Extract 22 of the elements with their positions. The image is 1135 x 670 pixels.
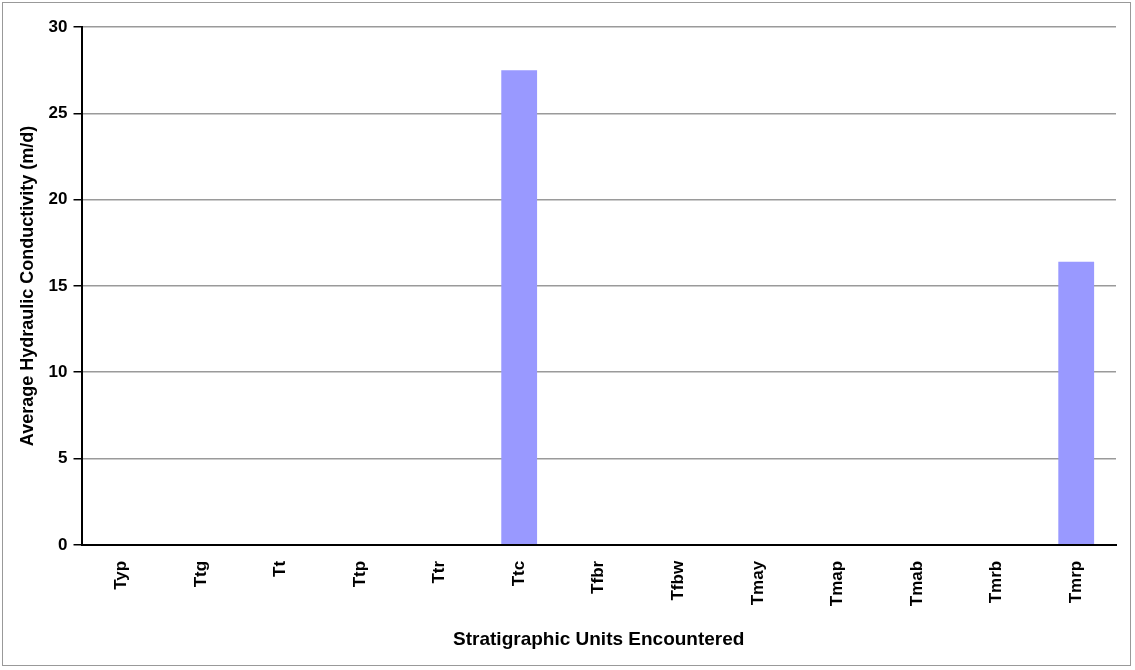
y-axis-title: Average Hydraulic Conductivity (m/d) xyxy=(16,125,37,447)
y-tick-label: 20 xyxy=(48,189,68,209)
x-tick-label: Ttc xyxy=(508,560,528,587)
x-tick-label: Tfbw xyxy=(668,560,688,601)
x-tick-label: Ttr xyxy=(429,560,449,584)
x-tick-label: Ttp xyxy=(349,560,369,588)
x-tick-label: Tt xyxy=(270,560,290,577)
x-tick-label: Tmab xyxy=(906,560,926,607)
x-tick-label: Tmay xyxy=(747,560,767,606)
x-tick-label: Tmap xyxy=(827,560,847,607)
x-tick-label: Tfbr xyxy=(588,560,608,594)
y-tick-label: 10 xyxy=(48,361,68,381)
x-tick-label: Ttg xyxy=(190,560,210,588)
x-axis-title: Stratigraphic Units Encountered xyxy=(453,627,745,649)
x-tick-label: Typ xyxy=(110,560,130,590)
y-tick-label: 30 xyxy=(48,16,68,36)
y-tick-label: 5 xyxy=(58,448,68,468)
x-tick-label: Tmrp xyxy=(1065,560,1085,604)
y-tick-label: 0 xyxy=(58,534,68,554)
y-tick-label: 15 xyxy=(48,275,68,295)
y-tick-label: 25 xyxy=(48,103,68,122)
x-tick-label: Tmrb xyxy=(986,560,1006,604)
